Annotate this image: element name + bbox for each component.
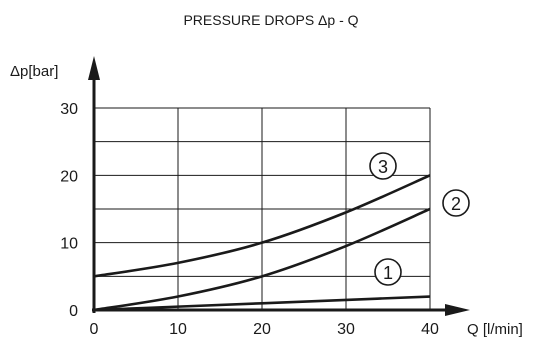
x-tick-labels: 0 10 20 30 40	[90, 321, 439, 338]
series-label-1: 1	[374, 258, 402, 286]
series-line-1	[94, 295, 430, 310]
data-series	[94, 174, 430, 310]
y-tick-label: 0	[69, 303, 78, 320]
series-label-1-text: 1	[383, 263, 393, 283]
chart-title: PRESSURE DROPS Δp - Q	[183, 12, 358, 28]
x-tick-label: 0	[90, 321, 99, 338]
y-axis-label: Δp[bar]	[10, 63, 58, 80]
x-tick-label: 10	[169, 321, 187, 338]
y-tick-label: 20	[60, 168, 78, 185]
y-axis-arrow	[88, 56, 100, 80]
series-label-2-text: 2	[451, 194, 461, 214]
series-line-2	[94, 207, 430, 310]
y-tick-label: 10	[60, 236, 78, 253]
series-label-3-text: 3	[378, 157, 388, 177]
y-axis	[88, 56, 100, 313]
grid	[94, 107, 431, 310]
y-tick-label: 30	[60, 101, 78, 118]
series-line-3	[94, 174, 430, 278]
x-axis-label: Q [l/min]	[467, 321, 523, 338]
series-label-3: 3	[369, 152, 397, 180]
y-tick-labels: 0 10 20 30	[60, 101, 78, 320]
x-axis	[92, 304, 470, 316]
series-label-2: 2	[442, 189, 470, 217]
x-tick-label: 40	[421, 321, 439, 338]
x-tick-label: 30	[337, 321, 355, 338]
x-axis-arrow	[445, 304, 470, 316]
x-tick-label: 20	[253, 321, 271, 338]
